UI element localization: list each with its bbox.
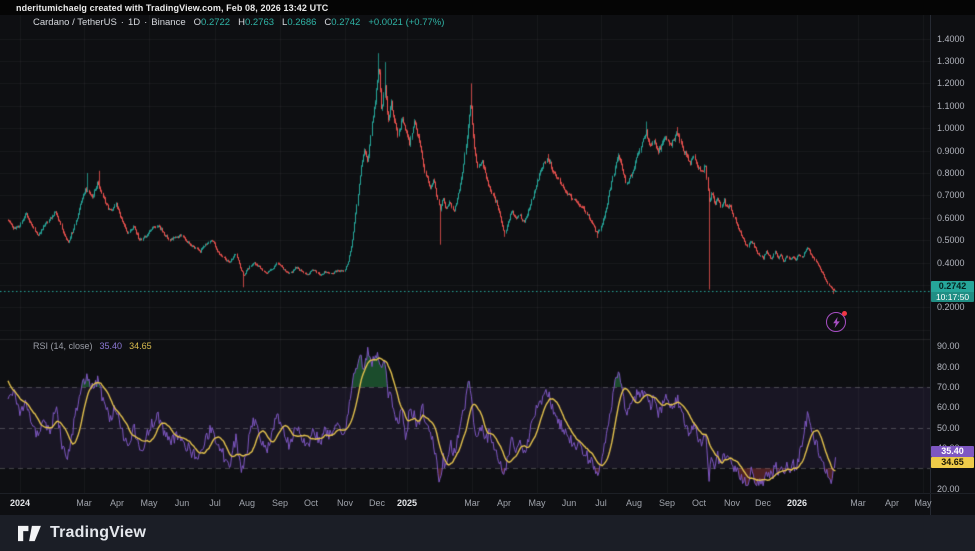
price-axis-label: 1.3000 xyxy=(937,56,965,66)
notification-dot xyxy=(842,311,847,316)
time-axis-label: May xyxy=(914,498,932,508)
price-axis-label: 1.0000 xyxy=(937,123,965,134)
time-axis-label: Mar xyxy=(76,498,92,508)
time-axis-label: May xyxy=(140,498,158,508)
rsi-axis-label: 20.00 xyxy=(937,483,960,494)
time-axis-label: Mar xyxy=(850,498,866,508)
price-axis-label: 0.8000 xyxy=(937,168,965,178)
time-axis-label: Oct xyxy=(303,498,319,508)
time-axis[interactable]: 2024 Mar Apr May Jun Jul Aug Sep Oct Nov Dec 2025 Ma… xyxy=(0,494,975,515)
symbol-legend: Cardano / TetherUS · 1D · Binance O0.272… xyxy=(33,16,444,29)
high-label: H0.2763 xyxy=(238,17,275,28)
time-axis-label: Jul xyxy=(595,498,607,508)
tradingview-logo[interactable]: TradingView xyxy=(18,523,146,544)
time-axis-label: Apr xyxy=(884,498,900,508)
price-axis-label: 1.1000 xyxy=(937,100,965,111)
time-axis-label: Jun xyxy=(174,498,190,508)
rsi-axis-label: 80.00 xyxy=(937,361,960,372)
rsi-legend: RSI (14, close) 35.40 34.65 xyxy=(33,341,152,351)
symbol-title[interactable]: Cardano / TetherUS xyxy=(33,17,117,28)
time-axis-label: Oct xyxy=(691,498,707,508)
high-value: 0.2763 xyxy=(244,17,275,28)
price-axis-label: 0.2000 xyxy=(937,302,965,313)
time-axis-label: Jul xyxy=(209,498,221,508)
legend-separator: · xyxy=(120,17,124,28)
time-axis-label: 2025 xyxy=(396,498,418,508)
open-value: 0.2722 xyxy=(201,17,231,28)
time-axis-label: May xyxy=(528,498,546,508)
price-axis-label: 1.2000 xyxy=(937,78,965,89)
close-value: 0.2742 xyxy=(331,17,361,28)
low-label: L0.2686 xyxy=(282,17,317,28)
time-axis-label: Sep xyxy=(658,498,676,508)
open-label: O0.2722 xyxy=(193,17,231,28)
tradingview-footer: TradingView xyxy=(0,515,975,551)
price-scale-border xyxy=(930,15,931,515)
tradingview-logo-icon xyxy=(18,525,41,541)
bar-countdown: 10:17:50 xyxy=(931,292,974,302)
exchange-label[interactable]: Binance xyxy=(151,17,186,28)
watermark-bar: nderitumichaelg created with TradingView… xyxy=(0,0,975,15)
rsi-ma-value-badge: 34.65 xyxy=(931,457,974,468)
time-axis-label: Aug xyxy=(625,498,643,508)
rsi-axis-label: 60.00 xyxy=(937,402,960,413)
price-axis-label: 0.5000 xyxy=(937,235,965,246)
tradingview-logo-text: TradingView xyxy=(50,524,147,541)
rsi-current-value: 35.40 xyxy=(99,341,123,351)
time-axis-label: Apr xyxy=(109,498,125,508)
last-price-value: 0.2742 xyxy=(938,281,967,291)
price-axis-label: 0.6000 xyxy=(937,212,965,223)
rsi-ma-current-value: 34.65 xyxy=(129,341,152,351)
time-axis-label: Nov xyxy=(723,498,741,508)
rsi-axis-label: 50.00 xyxy=(937,422,960,433)
change-value: +0.0021 (+0.77%) xyxy=(368,17,445,28)
lightning-bolt-icon xyxy=(832,316,840,328)
price-axis-label: 1.4000 xyxy=(937,33,965,44)
rsi-axis-label: 90.00 xyxy=(937,341,960,352)
price-axis-label: 0.4000 xyxy=(937,257,965,268)
last-price-badge: 0.2742 10:17:50 xyxy=(931,281,974,302)
chart-canvas[interactable] xyxy=(0,15,930,493)
time-axis-label: 2024 xyxy=(9,498,31,508)
time-axis-label: 2026 xyxy=(786,498,808,508)
legend-separator: · xyxy=(144,17,148,28)
rsi-axis-label: 70.00 xyxy=(937,382,960,392)
close-label: C0.2742 xyxy=(324,17,361,28)
time-axis-label: Mar xyxy=(464,498,480,508)
rsi-value-badge: 35.40 xyxy=(931,446,974,457)
time-axis-label: Nov xyxy=(336,498,354,508)
rsi-title[interactable]: RSI (14, close) xyxy=(33,341,93,351)
watermark-text: nderitumichaelg created with TradingView… xyxy=(16,2,329,13)
time-axis-separator xyxy=(0,493,975,494)
time-axis-label: Dec xyxy=(368,498,386,508)
low-value: 0.2686 xyxy=(287,17,317,28)
price-axis-label: 0.7000 xyxy=(937,190,965,201)
time-axis-label: Jun xyxy=(561,498,577,508)
time-axis-label: Aug xyxy=(238,498,256,508)
time-axis-label: Dec xyxy=(754,498,772,508)
time-axis-label: Sep xyxy=(271,498,289,508)
interval-label[interactable]: 1D xyxy=(127,17,141,28)
boost-icon[interactable] xyxy=(826,311,847,332)
time-axis-label: Apr xyxy=(496,498,512,508)
price-axis-label: 0.9000 xyxy=(937,145,965,156)
